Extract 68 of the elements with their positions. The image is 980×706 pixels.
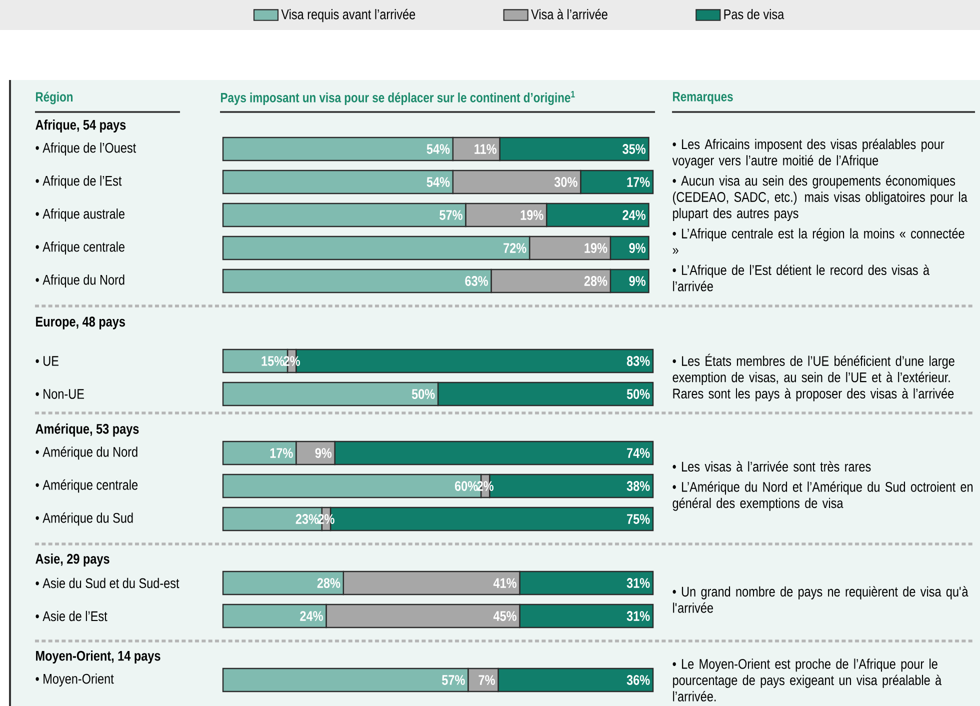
data-label: 15% <box>262 356 284 366</box>
data-label: 72% <box>504 243 526 253</box>
data-label: 17% <box>627 177 650 187</box>
data-label: 28% <box>584 276 608 286</box>
x-axis-title: Pays imposant un visa pour se déplacer sur le continent d’origine$^{1}$ <box>221 90 575 106</box>
data-label: 31% <box>626 578 650 588</box>
data-label: 50% <box>412 389 435 399</box>
data-label: 19% <box>584 243 608 253</box>
y2-axis-title: Remarques <box>673 92 733 104</box>
data-label: 38% <box>626 481 650 491</box>
text: Amérique, 53 pays <box>36 423 139 437</box>
text: • Les Africains imposent des visas préalables pour voyager vers l’autre moitié de l’Afrique <box>672 138 944 168</box>
legend-label: Pas de visa <box>724 8 784 20</box>
y-tick-label: • Non-UE <box>36 389 84 399</box>
text: • L’Afrique de l’Est détient le record des visas à l’arrivée <box>672 264 930 292</box>
y-tick-label: • Amérique du Sud <box>36 512 133 526</box>
data-label: 9% <box>629 243 646 253</box>
y-tick-label: • Afrique de l’Est <box>36 175 122 189</box>
data-label: 83% <box>626 356 650 366</box>
text: • Les États membres de l’UE bénéficient d’une large exemption de visas, au sein de l’UE et à l’extérieur. Rares sont les pays à proposer des visas à l’arrivée <box>672 354 954 402</box>
data-label: 9% <box>315 448 332 458</box>
data-label: 19% <box>520 210 544 220</box>
y-tick-label: • Asie de l’Est <box>36 610 108 622</box>
data-label: 75% <box>627 514 650 524</box>
data-label: 36% <box>626 675 650 685</box>
data-label: 74% <box>627 448 650 458</box>
data-label: 30% <box>554 177 578 187</box>
data-label: 31% <box>626 611 650 621</box>
y-tick-label: • UE <box>36 356 58 366</box>
data-label: 23% <box>296 514 319 524</box>
legend-label: Visa à l’arrivée <box>531 8 608 20</box>
data-label: 11% <box>474 144 496 154</box>
data-label: 57% <box>440 210 462 220</box>
y-axis-title: Région <box>36 92 73 104</box>
text: Afrique, 54 pays <box>36 119 126 133</box>
data-label: 54% <box>426 177 450 187</box>
data-label: 28% <box>317 578 340 588</box>
data-label: 45% <box>493 611 516 621</box>
data-label: 41% <box>493 578 516 588</box>
y-tick-label: • Afrique centrale <box>36 241 124 255</box>
text: • Les visas à l’arrivée sont très rares <box>672 461 871 472</box>
data-label: 17% <box>270 448 293 458</box>
text: • L’Afrique centrale est la région la moins « connectée » <box>672 228 964 254</box>
text: Asie, 29 pays <box>36 553 110 567</box>
text: Moyen-Orient, 14 pays <box>36 650 160 664</box>
data-label: 63% <box>465 276 488 286</box>
text: • Le Moyen-Orient est proche de l’Afrique pour le pourcentage de pays exigeant un visa préalable à l’arrivée. <box>672 658 942 702</box>
data-label: 24% <box>300 611 323 621</box>
text: • L’Amérique du Nord et l’Amérique du Sud octroient en général des exemptions de visa <box>672 481 973 511</box>
y-tick-label: • Amérique centrale <box>36 479 138 493</box>
text: Europe, 48 pays <box>36 316 125 330</box>
text: • Aucun visa au sein des groupements économiques (CEDEAO, SADC, etc.) mais visas obligatoires pour la plupart des autres pays <box>672 175 968 221</box>
data-label: 35% <box>622 144 646 154</box>
y-tick-label: • Amérique du Nord <box>36 446 138 460</box>
text: • Un grand nombre de pays ne requièrent de visa qu'à l'arrivée <box>672 586 968 613</box>
y-tick-label: • Afrique de l’Ouest <box>36 142 136 156</box>
data-label: 57% <box>442 675 465 685</box>
data-label: 60% <box>454 481 478 491</box>
data-label: 24% <box>622 210 646 220</box>
y-tick-label: • Afrique du Nord <box>36 274 124 288</box>
data-label: 7% <box>478 675 495 685</box>
data-label: 54% <box>426 144 450 154</box>
y-tick-label: • Moyen-Orient <box>36 673 114 687</box>
data-label: 50% <box>626 389 650 399</box>
y-tick-label: • Asie du Sud et du Sud-est <box>36 578 180 588</box>
y-tick-label: • Afrique australe <box>36 208 124 222</box>
data-label: 9% <box>629 276 646 286</box>
legend-label: Visa requis avant l’arrivée <box>281 8 416 22</box>
